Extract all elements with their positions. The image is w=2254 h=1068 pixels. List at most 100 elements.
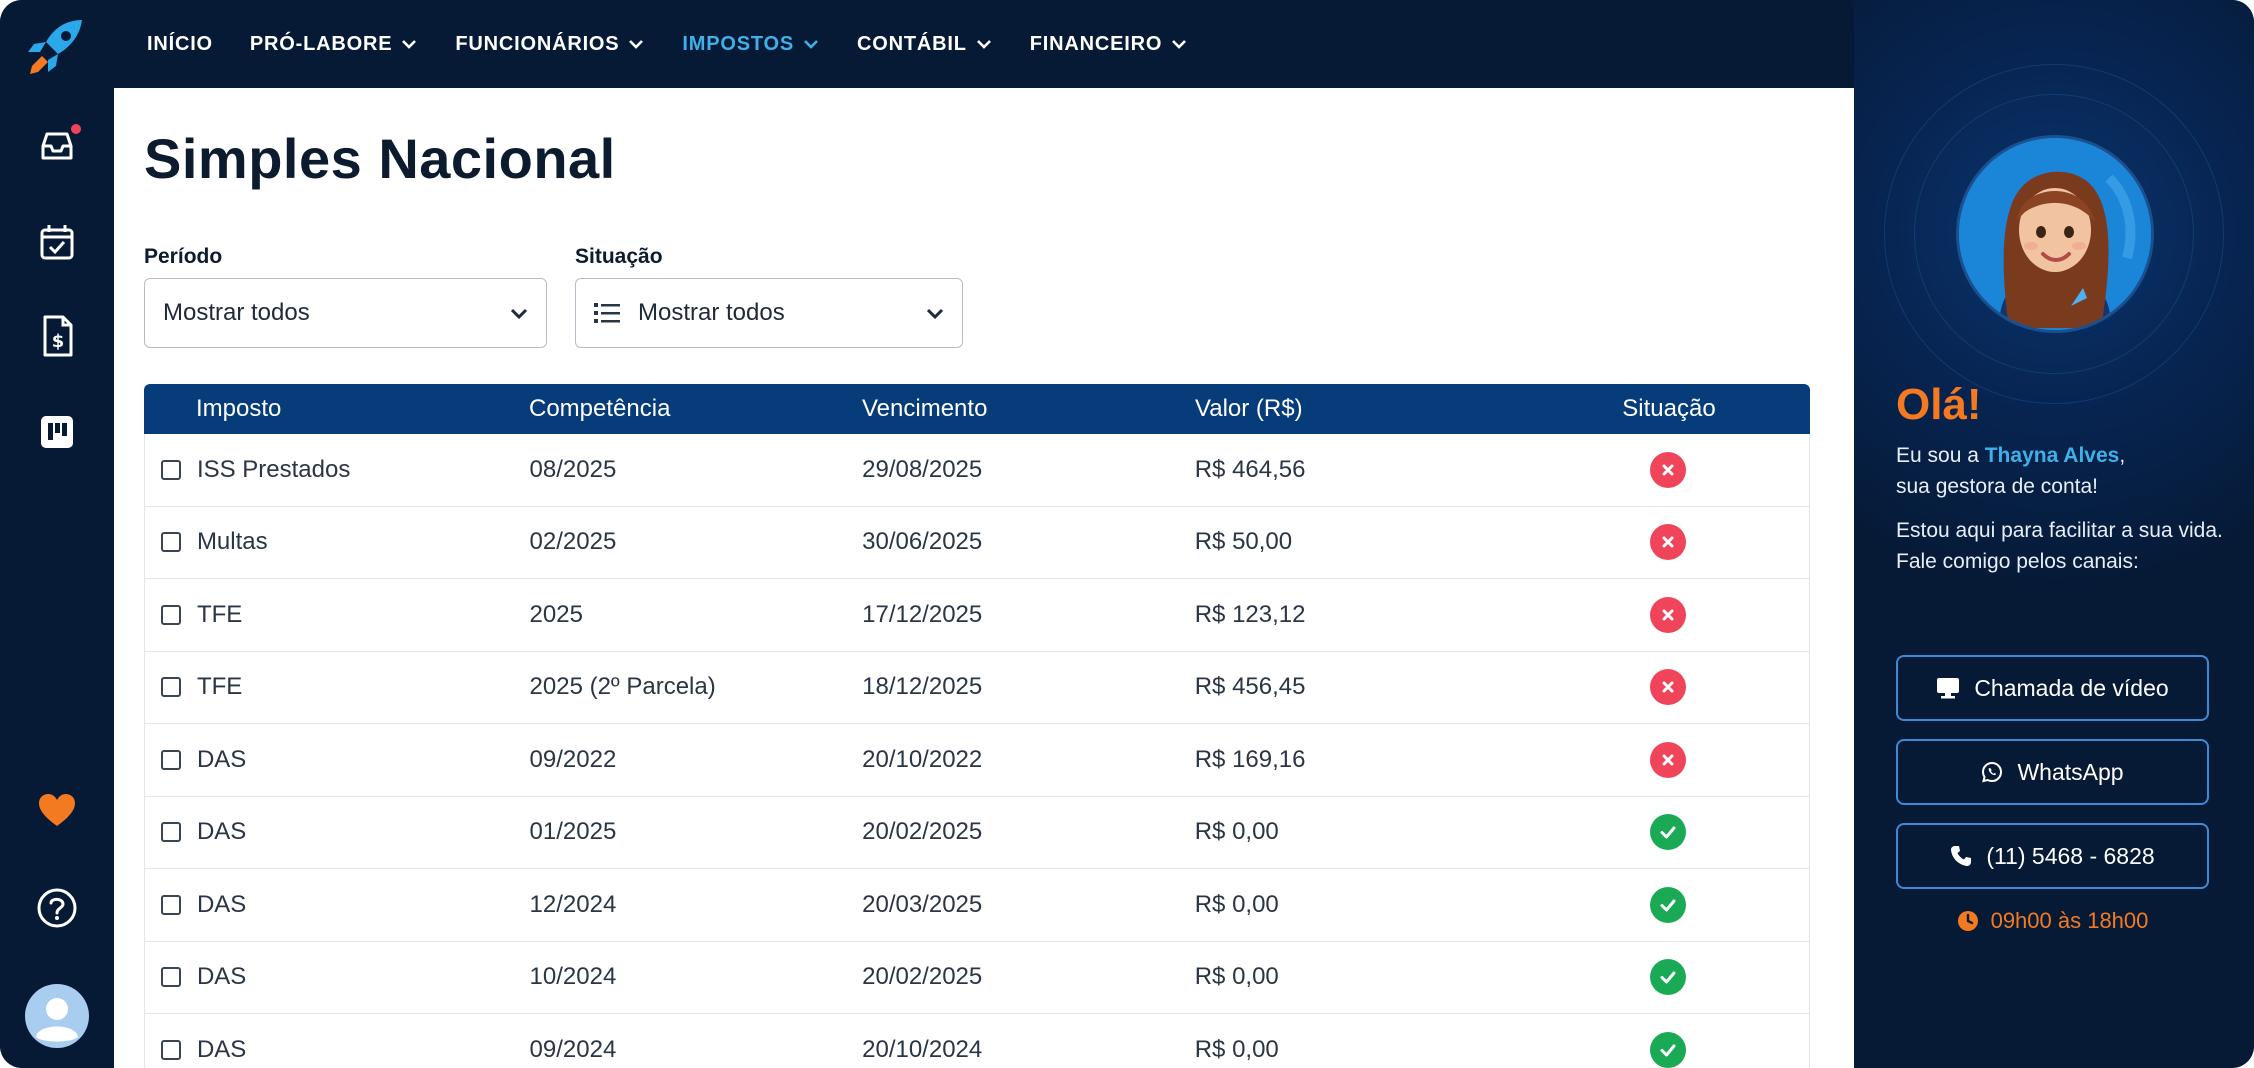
status-pending-icon[interactable] [1650,669,1687,706]
row-checkbox[interactable] [160,822,181,843]
decorative-halo [1914,94,2194,374]
manager-message: Estou aqui para facilitar a sua vida. Fa… [1896,519,2223,573]
status-paid-icon[interactable] [1650,959,1687,996]
rocket-logo-icon[interactable] [0,14,114,80]
status-pending-icon[interactable] [1650,596,1687,633]
cell-imposto: Multas [196,528,268,556]
table-row[interactable]: DAS 10/2024 20/02/2025 R$ 0,00 [144,941,1810,1014]
calendar-check-icon[interactable] [0,212,114,272]
nav-financeiro[interactable]: FINANCEIRO [1030,33,1188,56]
nav-label: FINANCEIRO [1029,32,1163,55]
page-title: Simples Nacional [144,127,616,190]
cell-imposto: ISS Prestados [196,455,351,483]
cell-vencimento: 17/12/2025 [862,600,983,628]
nav-label: FUNCIONÁRIOS [455,32,620,55]
table-row[interactable]: DAS 09/2024 20/10/2024 R$ 0,00 [144,1014,1810,1068]
intro-suffix: , [2119,444,2126,467]
table-row[interactable]: DAS 01/2025 20/02/2025 R$ 0,00 [144,796,1810,869]
greeting: Olá! [1896,380,1982,429]
cell-imposto: DAS [196,818,247,846]
video-call-label: Chamada de vídeo [1974,674,2169,701]
cell-competencia: 01/2025 [529,818,617,846]
chevron-down-icon [629,40,644,49]
col-valor[interactable]: Valor (R$) [1195,395,1303,422]
cell-valor: R$ 0,00 [1194,963,1279,991]
table-row[interactable]: TFE 2025 (2º Parcela) 18/12/2025 R$ 456,45 [144,651,1810,724]
row-checkbox[interactable] [160,967,181,988]
status-pending-icon[interactable] [1650,741,1687,778]
row-checkbox[interactable] [160,677,181,698]
status-pending-icon[interactable] [1650,524,1687,561]
chevron-down-icon [926,308,944,320]
nav-label: INÍCIO [147,32,213,55]
col-competencia[interactable]: Competência [529,395,671,422]
chevron-down-icon [1172,40,1187,49]
status-paid-icon[interactable] [1650,1031,1687,1068]
nav-contabil[interactable]: CONTÁBIL [857,33,993,56]
col-vencimento[interactable]: Vencimento [862,395,988,422]
svg-text:$: $ [52,331,65,352]
invoice-icon[interactable]: $ [0,306,114,366]
col-situacao[interactable]: Situação [1622,395,1716,422]
nav-inicio[interactable]: INÍCIO [147,33,213,56]
row-checkbox[interactable] [160,459,181,480]
row-checkbox[interactable] [160,1039,181,1060]
cell-imposto: DAS [196,963,247,991]
manager-intro: Eu sou a Thayna Alves, sua gestora de co… [1896,440,2226,502]
decorative-halo [1884,64,2224,404]
nav-funcionarios[interactable]: FUNCIONÁRIOS [455,33,645,56]
nav-impostos[interactable]: IMPOSTOS [682,33,820,56]
situacao-select[interactable]: Mostrar todos [575,278,963,348]
taxes-table: Imposto Competência Vencimento Valor (R$… [144,384,1810,1068]
table-row[interactable]: Multas 02/2025 30/06/2025 R$ 50,00 [144,506,1810,579]
cell-vencimento: 20/10/2022 [862,745,983,773]
main-content: Simples Nacional Período Mostrar todos S… [114,88,1854,1068]
row-checkbox[interactable] [160,532,181,553]
phone-button[interactable]: (11) 5468 - 6828 [1896,823,2209,889]
status-pending-icon[interactable] [1650,451,1687,488]
whatsapp-label: WhatsApp [2017,758,2124,785]
chevron-down-icon [976,40,991,49]
cell-vencimento: 30/06/2025 [862,528,983,556]
cell-competencia: 10/2024 [529,963,617,991]
cell-vencimento: 20/02/2025 [862,963,983,991]
nav-label: CONTÁBIL [857,32,967,55]
table-row[interactable]: ISS Prestados 08/2025 29/08/2025 R$ 464,56 [144,434,1810,507]
intro-prefix: Eu sou a [1896,444,1985,467]
periodo-select[interactable]: Mostrar todos [144,278,547,348]
manager-avatar [1959,138,2151,330]
cell-valor: R$ 123,12 [1194,600,1306,628]
whatsapp-button[interactable]: WhatsApp [1896,739,2209,805]
cell-competencia: 2025 [529,600,583,628]
heart-icon[interactable] [0,780,114,840]
whatsapp-icon [1982,761,2003,783]
col-imposto[interactable]: Imposto [196,395,282,422]
cell-valor: R$ 456,45 [1194,673,1306,701]
status-paid-icon[interactable] [1650,886,1687,923]
cell-valor: R$ 169,16 [1194,745,1306,773]
nav-pro-labore[interactable]: PRÓ-LABORE [250,33,418,56]
table-row[interactable]: DAS 12/2024 20/03/2025 R$ 0,00 [144,869,1810,942]
cell-imposto: TFE [196,673,243,701]
cell-competencia: 09/2022 [529,745,617,773]
manager-role: sua gestora de conta! [1896,475,2098,498]
video-call-button[interactable]: Chamada de vídeo [1896,655,2209,721]
row-checkbox[interactable] [160,604,181,625]
table-header: Imposto Competência Vencimento Valor (R$… [144,384,1810,434]
row-checkbox[interactable] [160,894,181,915]
help-icon[interactable] [0,878,114,938]
inbox-icon[interactable] [0,116,114,176]
cell-vencimento: 20/10/2024 [862,1035,983,1063]
board-icon[interactable] [0,402,114,462]
periodo-value: Mostrar todos [163,299,310,326]
row-checkbox[interactable] [160,749,181,770]
cell-competencia: 08/2025 [529,455,617,483]
table-row[interactable]: TFE 2025 17/12/2025 R$ 123,12 [144,579,1810,652]
phone-label: (11) 5468 - 6828 [1986,842,2155,869]
status-paid-icon[interactable] [1650,814,1687,851]
user-avatar-icon[interactable] [0,982,114,1050]
cell-imposto: TFE [196,600,243,628]
table-row[interactable]: DAS 09/2022 20/10/2022 R$ 169,16 [144,724,1810,797]
cell-imposto: DAS [196,890,247,918]
